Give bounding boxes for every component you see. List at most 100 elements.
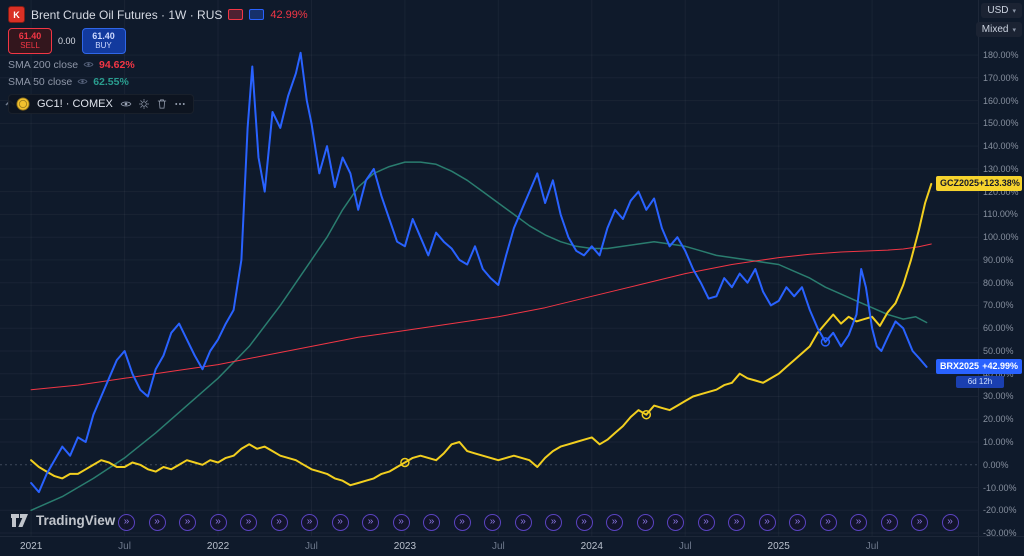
- series-line-0: [30, 161, 928, 512]
- time-axis-label: Jul: [118, 541, 131, 552]
- price-badge-symbol: BRX2025: [940, 361, 980, 372]
- indicator-value: 62.55%: [93, 75, 129, 88]
- change-percent: 42.99%: [270, 8, 308, 21]
- sell-button[interactable]: 61.40 SELL: [8, 28, 52, 54]
- chevron-down-icon: ▾: [1012, 26, 1016, 34]
- sell-label: SELL: [20, 41, 40, 51]
- timeline-event-icon[interactable]: »: [758, 514, 776, 531]
- currency-dropdown[interactable]: USD ▾: [981, 3, 1022, 18]
- scale-mode-dropdown[interactable]: Mixed ▾: [975, 22, 1022, 37]
- timeline-event-icon[interactable]: »: [240, 514, 257, 531]
- timeline-event-icon[interactable]: »: [697, 514, 715, 531]
- timeline-event-icon[interactable]: »: [484, 514, 501, 531]
- price-axis-label: -30.00%: [983, 528, 1017, 539]
- timeline-event-icon[interactable]: »: [941, 514, 959, 531]
- price-badge-brx2025: BRX2025 +42.99%: [936, 358, 1022, 374]
- timeline-event-icon[interactable]: »: [331, 514, 349, 531]
- price-axis-label: 170.00%: [983, 72, 1019, 83]
- timeline-event-icon[interactable]: »: [606, 514, 623, 531]
- buy-button[interactable]: 61.40 BUY: [81, 28, 126, 54]
- timeline-event-icon[interactable]: »: [545, 514, 562, 531]
- timeline-event-icon[interactable]: »: [392, 514, 410, 531]
- series-marker[interactable]: [641, 409, 652, 420]
- price-badge-gcz2025: GCZ2025 +123.38%: [936, 175, 1022, 191]
- eye-icon[interactable]: [120, 98, 132, 110]
- price-axis[interactable]: 180.00% 170.00% 160.00% 150.00% 140.00% 130.0…: [978, 0, 1024, 539]
- price-axis-label: 60.00%: [983, 323, 1014, 334]
- price-axis-label: 120.00%: [983, 186, 1019, 197]
- timeline-event-icon[interactable]: »: [179, 514, 196, 531]
- chart-canvas[interactable]: [0, 0, 978, 536]
- price-axis-label: 140.00%: [983, 141, 1019, 152]
- timeline-event-icon[interactable]: »: [423, 514, 440, 531]
- timeline-event-icon[interactable]: »: [819, 514, 837, 531]
- timeline-event-icon[interactable]: »: [880, 514, 898, 531]
- price-axis-label: 90.00%: [983, 254, 1014, 265]
- price-axis-label: 150.00%: [983, 118, 1019, 129]
- tradingview-mark-icon: [11, 514, 28, 527]
- price-axis-label: 0.00%: [983, 459, 1009, 470]
- time-axis-label: Jul: [491, 541, 505, 552]
- price-axis-label: 80.00%: [983, 277, 1014, 288]
- series-line-3: [30, 51, 928, 494]
- price-axis-label: 110.00%: [983, 209, 1018, 220]
- series-line-2: [30, 182, 933, 487]
- price-axis-label: 30.00%: [983, 391, 1014, 402]
- series-line-1: [30, 243, 932, 391]
- timeline-event-icon[interactable]: »: [148, 514, 166, 531]
- timeline-event-icon[interactable]: »: [728, 514, 745, 531]
- symbol-logo-icon: K: [8, 6, 25, 23]
- tradingview-logo[interactable]: TradingView: [10, 511, 115, 530]
- buy-price: 61.40: [92, 31, 115, 41]
- timeline-event-icon[interactable]: »: [270, 514, 288, 531]
- price-axis-label: 100.00%: [983, 232, 1019, 243]
- currency-label: USD: [987, 5, 1009, 16]
- timeline-event-icon[interactable]: »: [789, 514, 806, 531]
- axis-corner: [978, 536, 1024, 556]
- legend: K Brent Crude Oil Futures · 1W · RUS 42.…: [8, 6, 308, 116]
- tradingview-wordmark: TradingView: [36, 513, 116, 528]
- price-badge-value: +123.38%: [979, 178, 1020, 189]
- timeline-event-icon[interactable]: »: [911, 514, 928, 531]
- more-options-icon[interactable]: [174, 98, 186, 110]
- timeline-event-icon[interactable]: »: [575, 514, 593, 531]
- indicator-row-sma200[interactable]: SMA 200 close 94.62%: [8, 59, 308, 71]
- gold-coin-icon: [16, 96, 30, 111]
- compare-symbol-row[interactable]: GC1! · COMEX: [8, 93, 194, 114]
- trade-buttons-row: 61.40 SELL 0.00 61.40 BUY: [8, 28, 308, 54]
- eye-icon[interactable]: [83, 59, 94, 70]
- chevron-down-icon: ▾: [1012, 7, 1016, 15]
- time-axis-label: Jul: [305, 541, 318, 552]
- symbol-title[interactable]: Brent Crude Oil Futures · 1W · RUS: [31, 7, 223, 22]
- symbol-legend-row[interactable]: K Brent Crude Oil Futures · 1W · RUS 42.…: [8, 6, 308, 23]
- time-axis-label: 2022: [206, 541, 230, 552]
- timeline-event-icon[interactable]: »: [667, 514, 684, 531]
- price-axis-label: 70.00%: [983, 300, 1014, 311]
- series-marker[interactable]: [820, 337, 831, 347]
- price-axis-label: 180.00%: [983, 50, 1019, 61]
- time-axis-label: 2021: [20, 541, 43, 552]
- compare-symbol-actions: [120, 98, 186, 110]
- delete-trash-icon[interactable]: [156, 98, 168, 110]
- time-axis-label: 2025: [767, 541, 790, 552]
- timeline-event-icon[interactable]: »: [118, 514, 135, 531]
- time-axis[interactable]: 2021 Jul 2022 Jul 2023 Jul 2024 Jul 2025 Jul: [0, 536, 978, 556]
- scale-mode-label: Mixed: [981, 24, 1009, 35]
- timeline-event-icon[interactable]: »: [453, 514, 471, 531]
- timeline-event-icon[interactable]: »: [362, 514, 379, 531]
- timeline-event-icon[interactable]: »: [301, 514, 318, 531]
- series-marker[interactable]: [400, 457, 410, 468]
- price-axis-label: 10.00%: [983, 437, 1014, 447]
- indicator-row-sma50[interactable]: SMA 50 close 62.55%: [8, 76, 308, 88]
- time-axis-label: Jul: [678, 541, 692, 552]
- timeline-event-icon[interactable]: »: [850, 514, 867, 531]
- timeline-event-icon[interactable]: »: [636, 514, 654, 531]
- settings-gear-icon[interactable]: [138, 98, 150, 110]
- timeline-event-icon[interactable]: »: [514, 514, 532, 531]
- buy-label: BUY: [95, 41, 112, 51]
- timeline-event-icon[interactable]: »: [209, 514, 227, 531]
- price-badge-value: +42.99%: [982, 361, 1018, 372]
- eye-icon[interactable]: [77, 76, 88, 87]
- sell-price: 61.40: [18, 31, 42, 41]
